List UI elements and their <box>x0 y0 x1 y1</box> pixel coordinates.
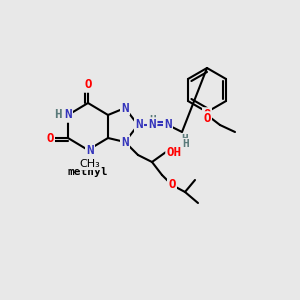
Text: H: H <box>150 115 156 125</box>
Text: N: N <box>86 143 94 157</box>
Text: H: H <box>183 139 189 149</box>
Text: H: H <box>56 109 64 122</box>
Text: O: O <box>46 131 54 145</box>
Text: O: O <box>168 178 176 191</box>
Text: N: N <box>164 118 172 131</box>
Text: CH₃: CH₃ <box>80 159 100 169</box>
Text: N: N <box>148 118 156 131</box>
Text: O: O <box>203 109 211 122</box>
Text: N: N <box>64 109 72 122</box>
Text: N: N <box>121 101 129 115</box>
Text: CH₃: CH₃ <box>80 158 100 168</box>
Text: OH: OH <box>167 146 182 158</box>
Text: H: H <box>54 109 62 122</box>
Text: N: N <box>135 118 143 131</box>
Text: N: N <box>121 136 129 148</box>
Text: H: H <box>182 134 188 144</box>
Text: N: N <box>84 154 92 167</box>
Text: O: O <box>203 112 211 125</box>
Text: O: O <box>84 79 92 92</box>
Text: methyl: methyl <box>68 167 108 177</box>
